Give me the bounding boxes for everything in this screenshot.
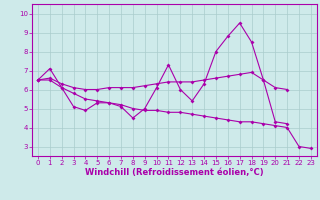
X-axis label: Windchill (Refroidissement éolien,°C): Windchill (Refroidissement éolien,°C): [85, 168, 264, 177]
